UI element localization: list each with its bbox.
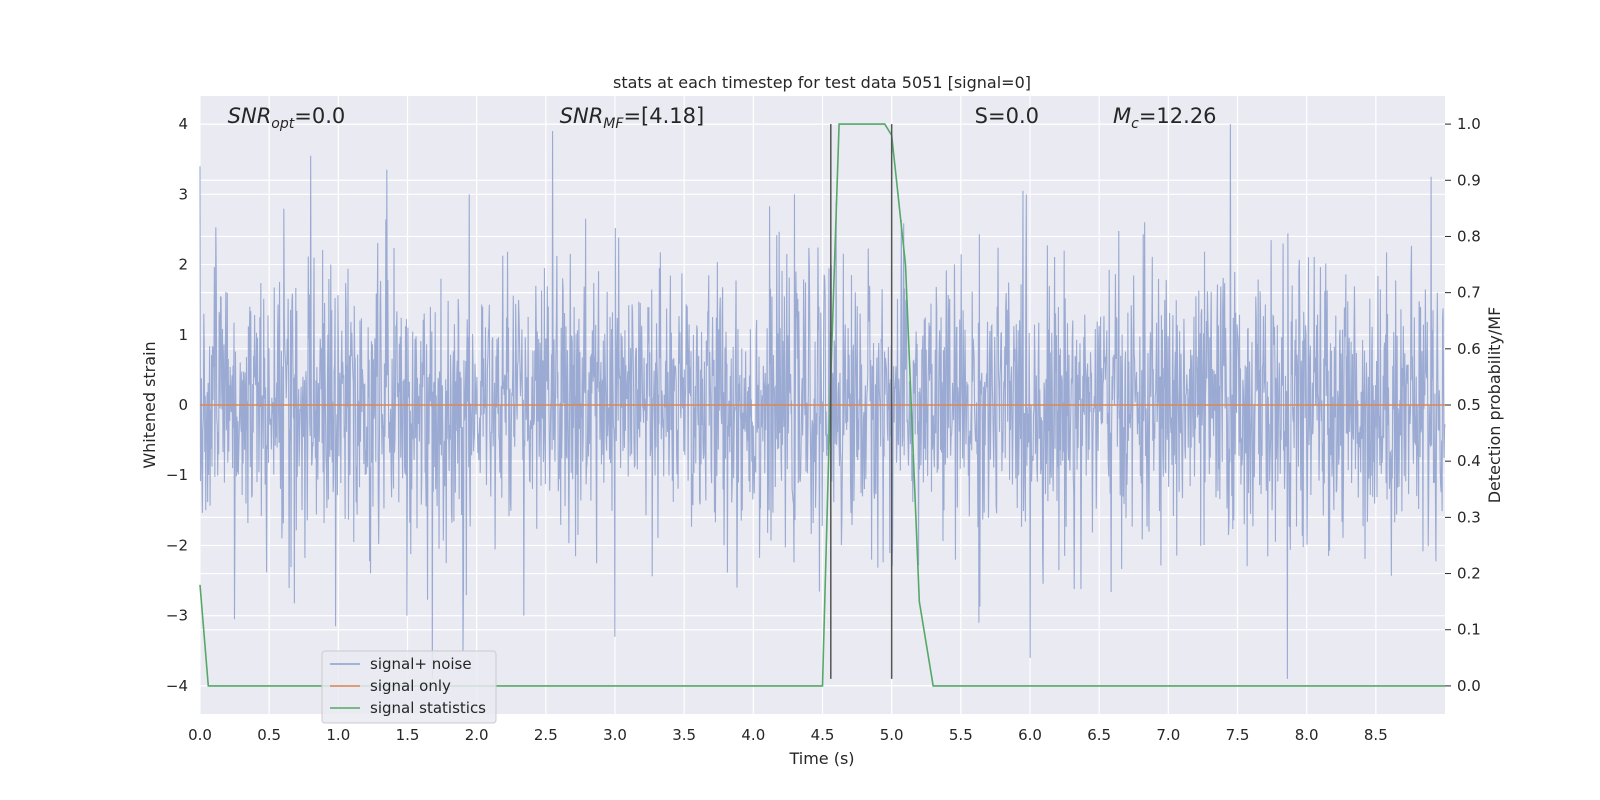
legend-label-statistics: signal statistics <box>370 699 486 717</box>
right-y-tick-label-0: 0.0 <box>1457 677 1481 695</box>
left-y-tick-label-2: −2 <box>166 536 188 554</box>
right-y-tick-label-5: 0.5 <box>1457 396 1481 414</box>
left-y-tick-label-4: 0 <box>178 396 188 414</box>
annotation-3: Mc=12.26 <box>1113 104 1217 132</box>
x-tick-label-2: 1.0 <box>326 726 350 744</box>
legend-label-signal: signal only <box>370 677 451 695</box>
x-tick-label-1: 0.5 <box>257 726 281 744</box>
x-tick-label-7: 3.5 <box>672 726 696 744</box>
left-y-tick-label-8: 4 <box>178 115 188 133</box>
right-y-tick-label-1: 0.1 <box>1457 621 1481 639</box>
statistics-line <box>199 123 1445 687</box>
right-y-tick-label-10: 1.0 <box>1457 115 1481 133</box>
vertical-markers <box>830 124 893 679</box>
right-y-tick-label-8: 0.8 <box>1457 227 1481 245</box>
x-tick-label-8: 4.0 <box>741 726 765 744</box>
annotation-0: SNRopt=0.0 <box>228 104 346 132</box>
right-y-axis-ticks: 0.0 0.1 0.2 0.3 0.4 0.5 0.6 0.7 0.8 0.9 1.0 <box>1445 115 1481 695</box>
x-axis-ticks: 0.0 0.5 1.0 1.5 2.0 2.5 3.0 3.5 4.0 4.5 5.0 5.5 6.0 6… <box>188 726 1388 744</box>
left-y-tick-label-7: 3 <box>178 185 188 203</box>
x-tick-label-11: 5.5 <box>949 726 973 744</box>
x-tick-label-5: 2.5 <box>534 726 558 744</box>
x-tick-label-10: 5.0 <box>880 726 904 744</box>
left-y-tick-label-3: −1 <box>166 466 188 484</box>
annotation-2: S=0.0 <box>975 104 1039 128</box>
annotation-1: SNRMF=[4.18] <box>560 104 705 132</box>
x-tick-label-17: 8.5 <box>1364 726 1388 744</box>
noise-line <box>199 124 1446 679</box>
right-y-tick-label-6: 0.6 <box>1457 340 1481 358</box>
x-tick-label-9: 4.5 <box>811 726 835 744</box>
left-y-tick-label-5: 1 <box>178 326 188 344</box>
noise-series <box>199 124 1446 679</box>
left-y-tick-label-0: −4 <box>166 677 188 695</box>
left-y-tick-label-6: 2 <box>178 256 188 274</box>
x-tick-label-16: 8.0 <box>1295 726 1319 744</box>
x-axis-label: Time (s) <box>788 749 854 768</box>
right-y-tick-label-4: 0.4 <box>1457 452 1481 470</box>
x-tick-label-14: 7.0 <box>1156 726 1180 744</box>
x-tick-label-6: 3.0 <box>603 726 627 744</box>
right-y-tick-label-3: 0.3 <box>1457 508 1481 526</box>
x-tick-label-3: 1.5 <box>396 726 420 744</box>
right-y-tick-label-7: 0.7 <box>1457 284 1481 302</box>
legend-label-noise: signal+ noise <box>370 655 472 673</box>
chart-title: stats at each timestep for test data 505… <box>613 73 1031 92</box>
left-y-tick-label-1: −3 <box>166 607 188 625</box>
annotations: SNRopt=0.0 SNRMF=[4.18] S=0.0 Mc=12.26 <box>228 104 1217 132</box>
x-tick-label-12: 6.0 <box>1018 726 1042 744</box>
statistics-series <box>199 123 1445 687</box>
right-y-tick-label-2: 0.2 <box>1457 565 1481 583</box>
x-tick-label-15: 7.5 <box>1226 726 1250 744</box>
legend: signal+ noise signal only signal statist… <box>321 650 497 724</box>
left-y-axis-ticks: −4 −3 −2 −1 0 1 2 3 4 <box>166 115 188 695</box>
x-tick-label-13: 6.5 <box>1087 726 1111 744</box>
legend-box <box>321 650 497 724</box>
right-y-axis-label: Detection probability/MF <box>1485 307 1504 504</box>
x-tick-label-4: 2.0 <box>465 726 489 744</box>
x-tick-label-0: 0.0 <box>188 726 212 744</box>
left-y-axis-label: Whitened strain <box>140 341 159 468</box>
right-y-tick-label-9: 0.9 <box>1457 171 1481 189</box>
